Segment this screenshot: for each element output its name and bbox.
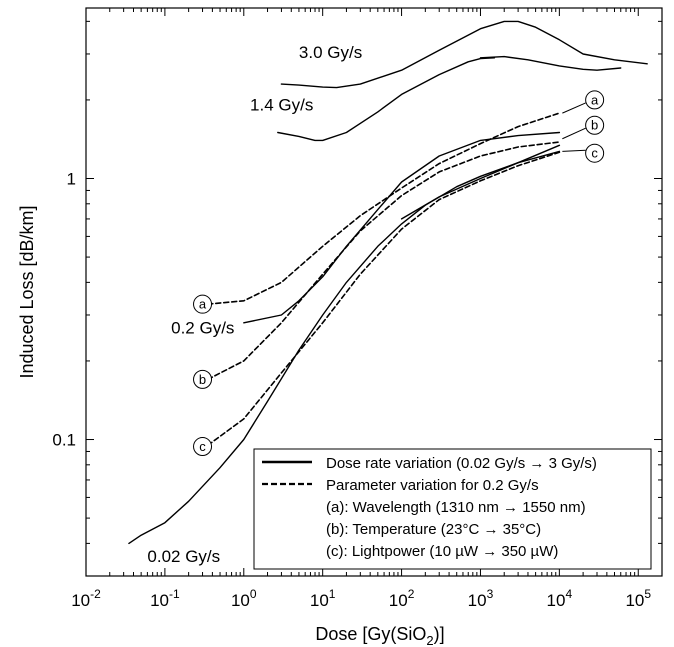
marker-c: c <box>562 143 605 163</box>
marker-a: a <box>193 294 213 314</box>
x-tick-label: 100 <box>231 587 257 610</box>
legend-entry-parameter: Parameter variation for 0.2 Gy/s <box>326 477 539 494</box>
series-line-1-4-gy-s <box>277 57 496 142</box>
x-tick-label: 105 <box>625 587 651 610</box>
series-layer <box>128 20 648 545</box>
marker-leader <box>562 127 586 140</box>
marker-label: a <box>591 92 599 107</box>
rate-label: 1.4 Gy/s <box>250 96 313 115</box>
rate-label: 3.0 Gy/s <box>299 43 362 62</box>
y-axis-title: Induced Loss [dB/km] <box>17 205 37 378</box>
rate-label: 0.02 Gy/s <box>147 547 220 566</box>
x-axis: 10-2 10-1 100 101 102 103 104 105 <box>71 8 663 610</box>
x-axis-title: Dose [Gy(SiO2)] <box>315 624 444 647</box>
y-tick-label: 1 <box>67 170 76 189</box>
legend-entry-dose-rate: Dose rate variation (0.02 Gy/s → 3 Gy/s) <box>326 455 597 472</box>
marker-circle <box>585 143 605 163</box>
marker-label: a <box>199 297 207 312</box>
marker-leader <box>562 149 586 152</box>
x-tick-label: 102 <box>389 587 415 610</box>
series-line-c <box>207 151 561 447</box>
marker-circle <box>585 90 605 110</box>
marker-label: b <box>199 372 206 387</box>
marker-leader <box>562 102 586 114</box>
series-line-3-0-gy-s <box>280 20 648 89</box>
marker-label: c <box>591 146 598 161</box>
series-line-a <box>207 112 561 305</box>
legend-entry-lightpower: (c): Lightpower (10 µW → 350 µW) <box>326 543 558 560</box>
x-tick-label: 10-2 <box>71 587 101 610</box>
series-line-0-2-gy-s <box>243 131 561 324</box>
legend-entry-wavelength: (a): Wavelength (1310 nm → 1550 nm) <box>326 499 586 516</box>
series-line-3-0-gy-s-lower-branch <box>479 55 622 71</box>
marker-a: a <box>562 90 605 114</box>
series-line-b <box>207 141 561 381</box>
marker-b: b <box>562 115 605 140</box>
y-axis: 0.11 <box>52 20 662 577</box>
series-line-0-02-gy-s-upper-branch <box>400 144 561 220</box>
plot-frame <box>85 7 663 577</box>
marker-circle <box>193 369 213 389</box>
marker-circle <box>193 294 213 314</box>
marker-label: b <box>591 118 598 133</box>
x-tick-label: 103 <box>468 587 494 610</box>
marker-circle <box>585 115 605 135</box>
marker-b: b <box>193 369 213 389</box>
legend-entry-temperature: (b): Temperature (23°C → 35°C) <box>326 521 541 538</box>
marker-c: c <box>193 437 213 457</box>
y-tick-label: 0.1 <box>52 431 76 450</box>
marker-circle <box>193 437 213 457</box>
series-line-0-02-gy-s <box>128 150 561 545</box>
legend-box <box>253 448 652 570</box>
x-tick-label: 101 <box>310 587 336 610</box>
x-tick-label: 10-1 <box>150 587 180 610</box>
x-tick-label: 104 <box>547 587 573 610</box>
marker-label: c <box>199 439 206 454</box>
rate-label: 0.2 Gy/s <box>171 318 234 337</box>
legend: Dose rate variation (0.02 Gy/s → 3 Gy/s)… <box>253 448 652 570</box>
